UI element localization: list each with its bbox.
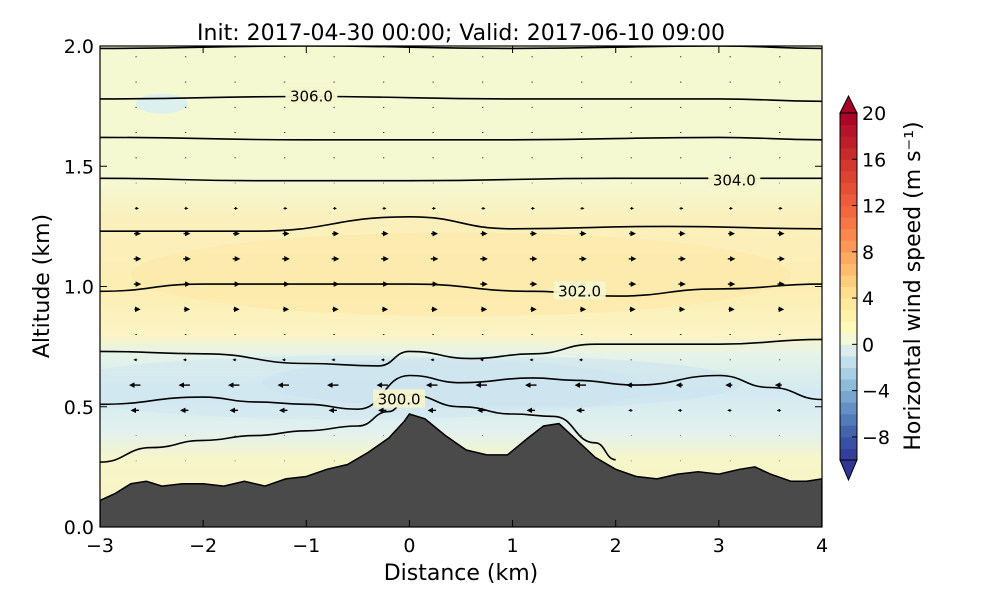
colorbar-label: Horizontal wind speed (m s⁻¹) [901,121,926,450]
potential-temperature-contours [100,46,822,463]
colorbar-segment [840,413,857,426]
theta-contour-line [100,338,822,367]
colorbar-segment [840,425,857,438]
colorbar-max-extension [839,94,858,114]
contour-label-gap [553,281,606,300]
y-axis-ticks: 0.0 0.5 1.0 1.5 2.0 [64,36,822,539]
colorbar-tick-label: 12 [862,196,886,218]
colorbar-segment [840,355,857,368]
x-tick-label: 4 [816,535,828,557]
colorbar-frame [839,112,858,461]
colorbar-segment [840,309,857,322]
plot-area: 306.0 304.0 302.0 300.0 [100,46,822,527]
colorbar-segment [840,124,857,137]
y-axis-label: Altitude (km) [30,214,55,358]
negative-wind-region [135,93,188,114]
y-tick-label: 2.0 [64,36,94,58]
contour-labels: 306.0 304.0 302.0 300.0 [285,86,761,409]
theta-contour-line [100,95,822,103]
contour-label-gap [373,389,426,408]
colorbar: −8 −4 0 4 8 12 16 20 [839,94,890,482]
colorbar-segment [840,136,857,149]
terrain-profile [100,413,822,527]
colorbar-segment [840,298,857,311]
colorbar-segment [840,390,857,403]
colorbar-segment [840,274,857,287]
x-axis-label: Distance (km) [384,561,539,586]
colorbar-segment [840,448,857,461]
colorbar-segment [840,240,857,253]
theta-contour-line [100,393,616,463]
colorbar-tick-label: −8 [862,427,890,449]
colorbar-segment [840,205,857,218]
colorbar-segment [840,193,857,207]
contour-label: 304.0 [713,172,756,190]
y-tick-label: 0.5 [64,397,94,419]
theta-contour-line [100,215,822,233]
colorbar-segment [840,332,857,345]
colorbar-tick-label: −4 [862,381,890,403]
colorbar-segment [840,113,857,126]
wind-vectors [128,56,785,462]
theta-contour-line [100,136,822,141]
contour-label-gap [708,170,761,189]
colorbar-segment [840,170,857,183]
colorbar-min-extension [839,459,858,482]
colorbar-segment [840,182,857,195]
colorbar-segment [840,367,857,380]
contour-label: 306.0 [290,88,333,106]
contour-label: 300.0 [378,391,421,409]
x-tick-label: −3 [86,535,114,557]
theta-contour-line [100,283,822,297]
contour-label-gap [285,86,338,105]
y-tick-label: 1.5 [64,156,94,178]
colorbar-segment [840,379,857,392]
colorbar-segment [840,217,857,230]
colorbar-segment [840,251,857,264]
x-tick-label: 2 [610,535,622,557]
colorbar-tick-label: 4 [862,288,874,310]
y-tick-label: 1.0 [64,277,94,299]
colorbar-segment [840,228,857,241]
theta-contour-line [100,177,822,182]
x-tick-label: −2 [189,535,217,557]
colorbar-tick-label: 8 [862,242,874,264]
colorbar-tick-label: 16 [862,149,886,171]
colorbar-segment [840,159,857,172]
y-tick-label: 0.0 [64,517,94,539]
x-tick-label: 3 [713,535,725,557]
colorbar-segment [840,402,857,415]
x-tick-label: 0 [403,535,415,557]
colorbar-segment [840,263,857,276]
colorbar-segment [840,436,857,449]
colorbar-segment [840,321,857,334]
colorbar-segment [840,147,857,160]
contour-label: 302.0 [558,282,601,300]
chart-title: Init: 2017-04-30 00:00; Valid: 2017-06-1… [197,21,725,46]
positive-wind-region [131,232,791,317]
colorbar-segment [840,286,857,299]
colorbar-segment [840,344,857,357]
x-axis-ticks: −3 −2 −1 0 1 2 3 4 [86,46,828,557]
colorbar-tick-label: 20 [862,103,886,125]
x-tick-label: 1 [507,535,519,557]
colorbar-tick-label: 0 [862,334,874,356]
theta-contour-line [100,374,822,411]
x-tick-label: −1 [292,535,320,557]
